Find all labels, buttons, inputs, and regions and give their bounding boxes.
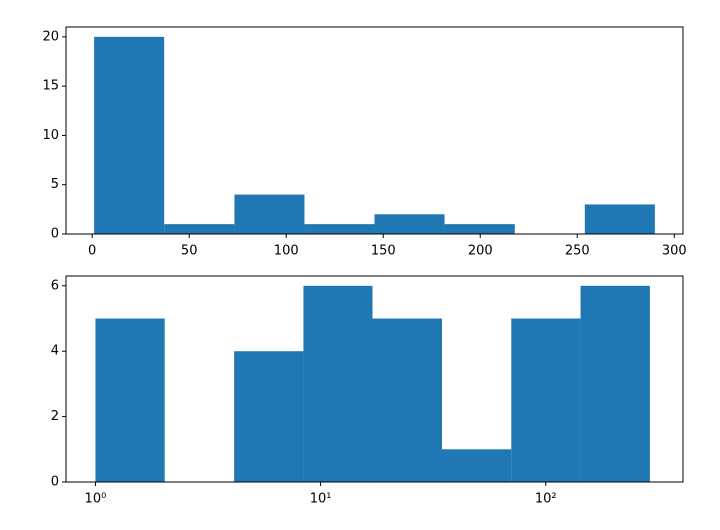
histogram-bar (304, 224, 375, 234)
histogram-bar (441, 449, 512, 482)
histogram-bar (95, 318, 165, 482)
y-tick-label: 0 (51, 475, 59, 490)
histogram-bar (164, 224, 235, 234)
axes-frame (65, 26, 684, 235)
histogram-bar (234, 194, 305, 234)
y-tick-label: 20 (42, 29, 59, 44)
y-tick-label: 6 (51, 278, 59, 293)
y-tick-label: 4 (51, 344, 59, 359)
x-tick-label: 0 (88, 244, 96, 259)
histogram-bar (511, 318, 581, 482)
x-tick-label: 150 (371, 244, 396, 259)
x-tick-label: 50 (181, 244, 198, 259)
x-tick-label: 300 (662, 244, 687, 259)
y-tick-label: 10 (42, 128, 59, 143)
x-tick-label: 200 (468, 244, 493, 259)
y-tick-label: 0 (51, 227, 59, 242)
axes-frame (65, 275, 684, 483)
histogram-bar (234, 351, 304, 482)
x-tick-label: 250 (565, 244, 590, 259)
y-tick-label: 2 (51, 409, 59, 424)
histogram-bar (580, 285, 650, 482)
histogram-bar (584, 204, 655, 234)
histogram-bar (303, 285, 373, 482)
x-tick-label: 10² (535, 492, 557, 507)
histogram-bar (372, 318, 442, 482)
y-tick-label: 15 (42, 79, 59, 94)
x-tick-label: 100 (274, 244, 299, 259)
histogram-bar (444, 224, 515, 234)
x-tick-label: 10⁰ (85, 492, 107, 507)
x-tick-label: 10¹ (310, 492, 332, 507)
y-tick-label: 5 (51, 177, 59, 192)
histogram-bar (374, 214, 445, 234)
histogram-bar (94, 36, 165, 234)
